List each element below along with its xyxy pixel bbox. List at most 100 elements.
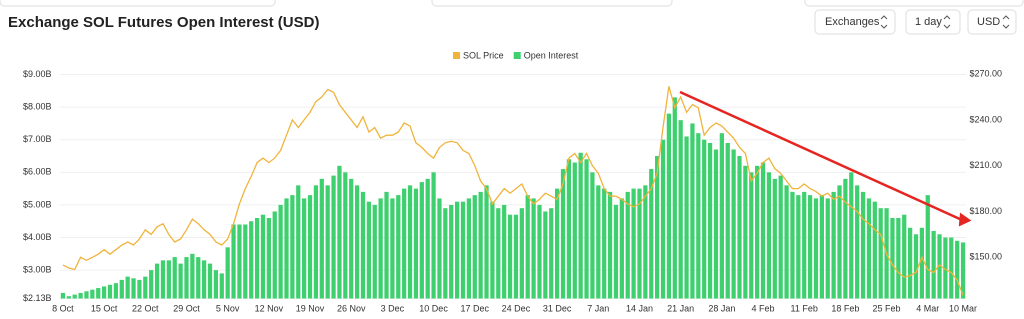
bar — [807, 195, 813, 299]
bar — [254, 217, 260, 299]
bar — [819, 195, 824, 299]
control-box[interactable] — [967, 9, 1017, 35]
bar — [831, 191, 836, 299]
bar — [802, 191, 807, 299]
bar — [272, 211, 277, 299]
top-box — [0, 0, 276, 7]
bar — [778, 175, 783, 299]
bar — [396, 195, 401, 299]
bar — [260, 214, 266, 299]
bar — [378, 198, 383, 299]
bar — [460, 201, 466, 299]
bar — [207, 263, 213, 299]
bar — [672, 97, 677, 299]
bar — [131, 278, 136, 299]
bar — [796, 195, 801, 299]
x-tick-label: 3 Dec — [381, 303, 405, 313]
bar — [849, 172, 854, 299]
bar — [866, 198, 872, 299]
x-tick-label: 21 Jan — [667, 303, 694, 313]
bar — [525, 195, 530, 299]
bar — [202, 260, 207, 299]
bar — [290, 195, 295, 299]
bar — [178, 263, 183, 299]
control[interactable]: 1 day — [905, 9, 961, 35]
bar — [531, 198, 536, 299]
control-label[interactable]: Exchanges — [825, 16, 880, 28]
chevron — [1002, 15, 1010, 29]
bar — [825, 198, 830, 299]
bar — [219, 273, 224, 299]
legend-label: SOL Price — [463, 50, 504, 60]
y-tick-label: $3.00B — [23, 265, 52, 275]
bar — [666, 113, 672, 299]
bar — [449, 204, 454, 299]
bar — [760, 162, 766, 299]
y2-tick-label: $180.00 — [969, 206, 1002, 216]
control-label[interactable]: 1 day — [915, 16, 942, 28]
bar — [872, 201, 877, 299]
bar — [349, 178, 354, 299]
bar — [578, 152, 583, 299]
bar — [596, 185, 601, 299]
bar — [319, 178, 324, 299]
bar — [72, 294, 77, 299]
control-label[interactable]: USD — [977, 16, 1000, 28]
legend-swatch — [453, 52, 460, 59]
x-tick-label: 25 Feb — [873, 303, 901, 313]
x-tick-label: 4 Feb — [752, 303, 775, 313]
control-box[interactable] — [814, 9, 896, 35]
bar — [166, 260, 171, 299]
bar — [602, 188, 607, 299]
bar — [907, 227, 913, 299]
bar — [690, 123, 695, 299]
bar — [655, 156, 660, 299]
bar — [549, 208, 554, 299]
bar — [519, 208, 524, 299]
bar — [184, 257, 189, 299]
bar — [813, 198, 819, 299]
bar — [719, 133, 724, 299]
x-tick-label: 7 Jan — [587, 303, 609, 313]
bar — [472, 195, 477, 299]
bar — [154, 263, 160, 299]
bar — [749, 172, 754, 299]
bar — [913, 234, 919, 299]
x-tick-label: 24 Dec — [502, 303, 531, 313]
bar — [484, 185, 489, 299]
bar — [902, 214, 907, 299]
price-line — [62, 86, 964, 296]
x-tick-label: 10 Mar — [949, 303, 977, 313]
control[interactable]: USD — [967, 9, 1017, 35]
bar — [66, 296, 71, 299]
bar — [949, 237, 954, 299]
bar — [96, 288, 101, 299]
top-box — [804, 0, 1024, 7]
bar — [343, 172, 348, 299]
bar — [502, 204, 507, 299]
bar — [384, 191, 389, 299]
bar — [960, 242, 966, 299]
bar — [855, 185, 860, 299]
bar — [143, 276, 148, 299]
control[interactable]: Exchanges — [814, 9, 896, 35]
bar — [543, 211, 548, 299]
bar — [302, 198, 307, 299]
x-tick-label: 10 Dec — [419, 303, 448, 313]
bar — [78, 292, 83, 299]
y2-tick-label: $150.00 — [969, 252, 1002, 262]
bar — [660, 139, 666, 299]
x-tick-label: 28 Jan — [708, 303, 735, 313]
bar — [225, 247, 230, 299]
bar — [266, 217, 271, 299]
bar — [678, 120, 683, 299]
bar — [213, 270, 219, 299]
bar — [425, 178, 430, 299]
bar — [925, 195, 930, 299]
bar — [731, 149, 736, 299]
bar — [360, 191, 366, 299]
bar — [555, 188, 560, 299]
bar — [631, 188, 636, 299]
bar — [390, 198, 395, 299]
arrow-head — [958, 212, 972, 227]
